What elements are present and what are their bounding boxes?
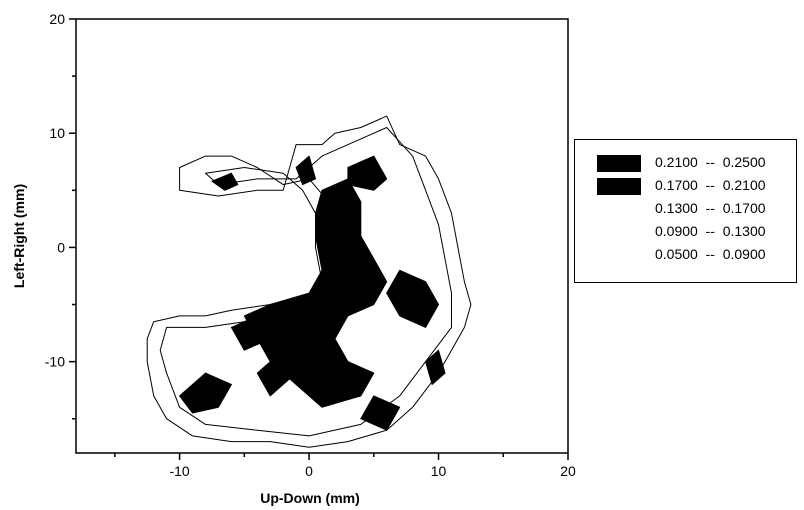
y-tick-label: 0 bbox=[57, 239, 65, 255]
legend-label: 0.1300 -- 0.1700 bbox=[655, 200, 766, 216]
x-axis-title: Up-Down (mm) bbox=[260, 490, 360, 506]
x-tick-label: -10 bbox=[169, 463, 189, 479]
contour-region-6 bbox=[347, 155, 388, 191]
legend-swatch bbox=[597, 155, 641, 172]
legend-entry: 0.1300 -- 0.1700 bbox=[575, 198, 796, 220]
legend-label: 0.0500 -- 0.0900 bbox=[655, 246, 766, 262]
legend-entry: 0.0900 -- 0.1300 bbox=[575, 221, 796, 243]
legend-label: 0.1700 -- 0.2100 bbox=[655, 177, 766, 193]
contour-region-3 bbox=[256, 349, 297, 397]
legend-entry: 0.0500 -- 0.0900 bbox=[575, 244, 796, 266]
contour-region-2 bbox=[179, 372, 232, 414]
legend-label: 0.2100 -- 0.2500 bbox=[655, 154, 766, 170]
y-tick-label: 20 bbox=[49, 11, 65, 27]
contour-region-9 bbox=[230, 315, 271, 351]
plot-frame bbox=[75, 18, 569, 454]
legend-swatch bbox=[597, 201, 641, 218]
legend-entry: 0.2100 -- 0.2500 bbox=[575, 152, 796, 174]
chart-legend: 0.2100 -- 0.2500 0.1700 -- 0.2100 0.1300 -… bbox=[574, 139, 797, 283]
contour-region-5 bbox=[386, 269, 439, 328]
axes: -10 0 10 20 -10 0 10 20 bbox=[45, 11, 576, 479]
x-tick-label: 10 bbox=[431, 463, 447, 479]
legend-entry: 0.1700 -- 0.2100 bbox=[575, 175, 796, 197]
contour-region-8 bbox=[211, 172, 239, 191]
y-tick-label: -10 bbox=[45, 354, 65, 370]
legend-label: 0.0900 -- 0.1300 bbox=[655, 223, 766, 239]
legend-swatch bbox=[597, 178, 641, 195]
legend-swatch bbox=[597, 224, 641, 241]
y-axis-title: Left-Right (mm) bbox=[11, 184, 27, 288]
x-tick-label: 0 bbox=[305, 463, 313, 479]
contour-region-4 bbox=[360, 395, 401, 431]
contour-region-10 bbox=[425, 349, 446, 385]
contour-region-7 bbox=[295, 155, 316, 186]
legend-swatch bbox=[597, 247, 641, 264]
y-tick-label: 10 bbox=[49, 125, 65, 141]
contour-line-inner bbox=[159, 127, 452, 437]
x-tick-label: 20 bbox=[560, 463, 576, 479]
contour-layer bbox=[146, 115, 472, 448]
contour-region-1 bbox=[243, 178, 388, 408]
